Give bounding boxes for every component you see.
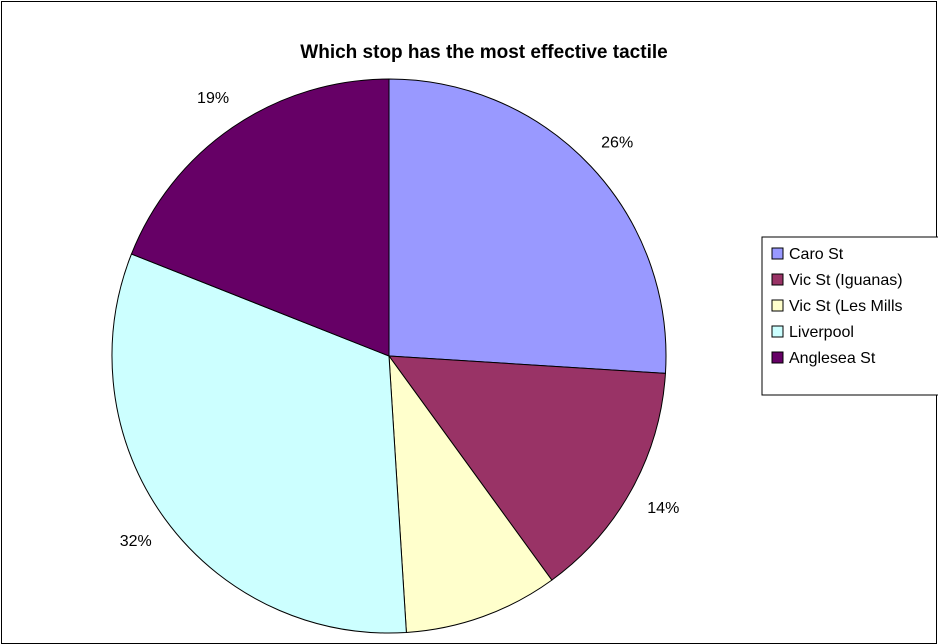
pie-slice-vic-st-les-mills [388,354,553,633]
pie-slice-anglesea-st [130,78,390,357]
legend-swatch-anglesea-st [771,351,784,364]
legend-label-liverpool: Liverpool [789,324,854,341]
legend-label-caro-st: Caro St [789,246,844,263]
legend-swatch-vic-st-les-mills [771,299,784,312]
data-label-caro-st: 26% [601,135,633,152]
chart-title: Which stop has the most effective tactil… [300,42,667,63]
data-label-anglesea-st: 19% [197,90,229,107]
pie-slices [111,78,667,634]
pie-slice-caro-st [388,78,667,374]
pie-slice-liverpool [111,253,407,634]
data-label-liverpool: 32% [120,533,152,550]
legend-items: Caro St Vic St (Iguanas) Vic St (Les Mills… [771,246,903,367]
legend-label-vic-st-iguanas: Vic St (Iguanas) [789,272,903,289]
legend-swatch-caro-st [771,247,784,260]
legend-label-vic-st-les-mills: Vic St (Les Mills [789,298,903,315]
data-label-vic-st-iguanas: 14% [647,500,679,517]
legend-label-anglesea-st: Anglesea St [789,350,876,367]
pie-slice-vic-st-iguanas [387,355,666,581]
legend-swatch-vic-st-iguanas [771,273,784,286]
legend-box [761,236,938,396]
legend-swatch-liverpool [771,325,784,338]
pie-data-labels: 26%14%9%32%19% [120,90,680,644]
legend: Caro St Vic St (Iguanas) Vic St (Les Mills… [761,236,938,396]
